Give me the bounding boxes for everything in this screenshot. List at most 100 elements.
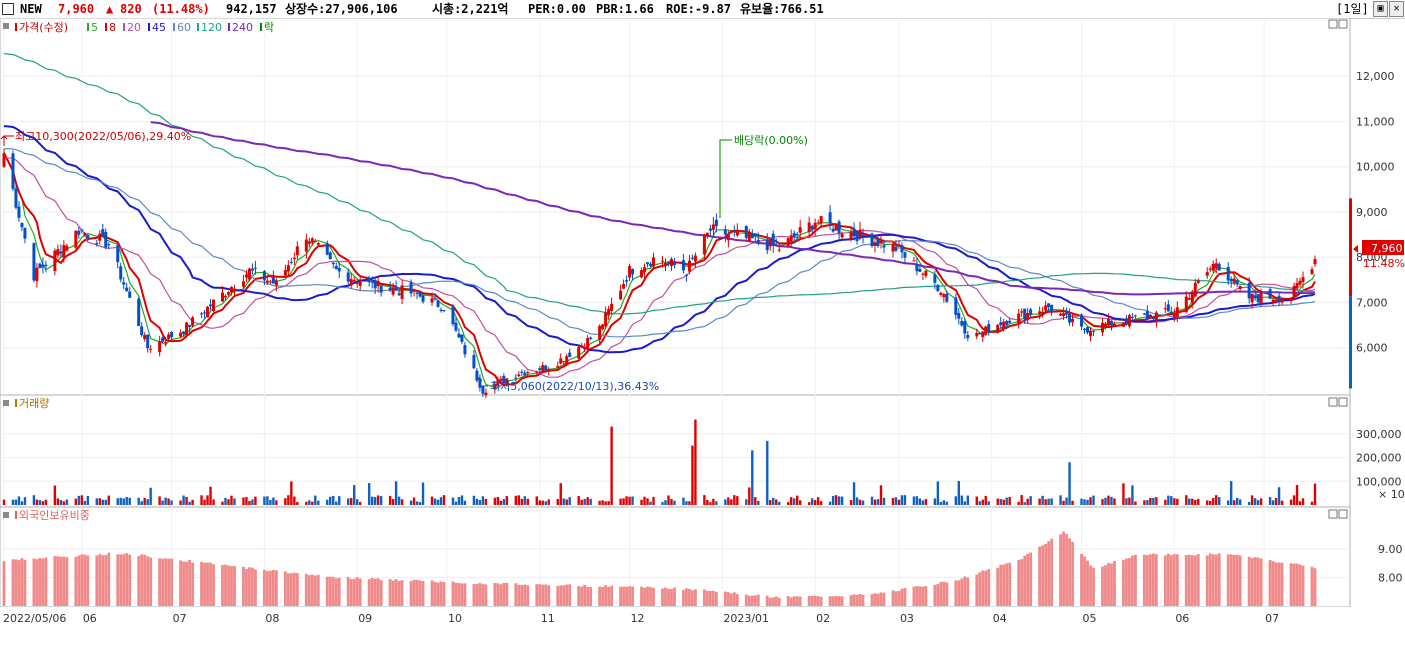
foreign-bar (98, 554, 102, 606)
foreign-bar (454, 582, 458, 606)
foreign-bar (295, 572, 299, 606)
candle-body (1050, 304, 1054, 313)
foreign-bar (421, 580, 425, 606)
foreign-bar (1062, 531, 1065, 606)
restore-button[interactable]: ▣ (1373, 1, 1388, 17)
volume-bar (1071, 500, 1074, 505)
volume-bar (1191, 498, 1194, 505)
candle-body (206, 306, 210, 318)
volume-bar (1107, 495, 1110, 505)
candle-body (481, 386, 485, 394)
stock-chart[interactable]: 12,00011,00010,0009,0008,0007,0006,00030… (0, 18, 1405, 648)
volume-bar (876, 499, 880, 505)
foreign-bar (900, 588, 904, 606)
candle-body (313, 240, 317, 242)
select-checkbox[interactable] (2, 3, 14, 15)
volume-bar (787, 502, 790, 505)
volume-bar (430, 496, 434, 505)
foreign-bar (1041, 545, 1045, 606)
foreign-bar (1163, 555, 1167, 606)
period-selector[interactable]: [1일] (1336, 2, 1369, 16)
candle-body (903, 252, 907, 258)
volume-bar (1125, 498, 1128, 505)
foreign-bar (35, 559, 39, 606)
candle-body (83, 232, 87, 236)
volume-bar (1038, 498, 1041, 505)
candle-body (1148, 314, 1152, 319)
volume-bar (454, 501, 458, 505)
low-annotation: 최저5,060(2022/10/13),36.43% (475, 377, 659, 393)
foreign-bar (271, 570, 275, 606)
candle-body (253, 267, 257, 269)
volume-bar (1238, 499, 1242, 505)
volume-bar (754, 497, 757, 505)
candle-body (1017, 313, 1021, 323)
foreign-bar (125, 553, 129, 606)
candle-body (849, 232, 853, 240)
foreign-bar (313, 575, 317, 606)
volume-bar (418, 502, 422, 505)
foreign-bar (412, 579, 416, 606)
candle-body (669, 258, 673, 267)
foreign-bar (1068, 538, 1071, 606)
foreign-bar (777, 597, 781, 606)
foreign-bar (418, 580, 422, 606)
foreign-bar (74, 556, 78, 606)
foreign-bar (472, 584, 476, 606)
price-panel-buttons[interactable] (1328, 19, 1348, 29)
volume-bar (1062, 500, 1065, 505)
x-tick-label: 10 (448, 612, 462, 625)
volume-bar (439, 497, 443, 505)
volume-bar (897, 499, 901, 505)
foreign-bar (307, 575, 311, 606)
candle-body (1205, 272, 1209, 276)
foreign-bar (723, 591, 727, 606)
volume-bar (20, 501, 24, 505)
volume-bar (1020, 495, 1023, 505)
volume-bar (53, 485, 57, 505)
candle-body (499, 378, 503, 382)
volume-bar (158, 496, 161, 505)
volume-bar (119, 497, 122, 505)
foreign-bar (631, 586, 634, 606)
low-label: 최저5,060(2022/10/13),36.43% (490, 380, 659, 393)
volume-bar (188, 501, 191, 505)
candle-body (292, 257, 296, 260)
candle-body (610, 303, 614, 311)
candle-body (119, 266, 123, 280)
close-button[interactable]: ✕ (1389, 1, 1404, 17)
x-tick-label: 07 (173, 612, 187, 625)
foreign-panel-buttons[interactable] (1328, 509, 1348, 519)
foreign-bar (212, 564, 215, 606)
volume-bar (855, 497, 859, 505)
foreign-bar (556, 585, 560, 606)
candle-body (421, 295, 425, 302)
foreign-bar (292, 572, 296, 606)
candle-body (936, 284, 940, 292)
volume-bar (954, 496, 958, 505)
volume-bar (894, 497, 898, 505)
dividend-label: 배당락(0.00%) (734, 134, 808, 147)
foreign-bar (376, 578, 380, 606)
candle-body (472, 354, 476, 369)
foreign-bar (502, 582, 506, 606)
candle-body (643, 267, 647, 272)
candle-body (798, 227, 802, 233)
x-tick-label: 2022/05/06 (3, 612, 66, 625)
volume-panel-buttons[interactable] (1328, 397, 1348, 407)
foreign-bar (62, 556, 66, 606)
candle-body (1274, 299, 1278, 303)
foreign-bar (1080, 553, 1083, 606)
volume-bar (1164, 499, 1167, 505)
foreign-bar (349, 579, 353, 606)
volume-bar (789, 497, 793, 505)
candle-body (1092, 330, 1096, 332)
foreign-bar (1274, 562, 1278, 606)
foreign-bar (388, 579, 392, 606)
candle-body (496, 380, 500, 387)
foreign-bar (963, 576, 967, 606)
volume-bar (167, 498, 170, 505)
candle-body (559, 358, 563, 364)
candle-body (502, 375, 506, 383)
foreign-bar (798, 596, 802, 606)
